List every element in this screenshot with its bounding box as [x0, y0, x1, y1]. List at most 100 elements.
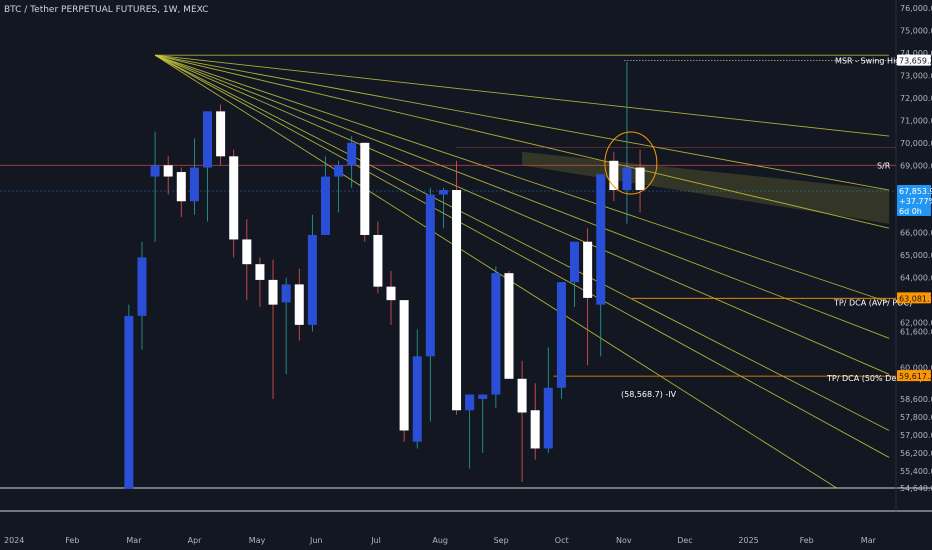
price-badge[interactable]: 73,659.2 — [897, 54, 932, 66]
x-tick-label: Mar — [861, 536, 877, 545]
candle[interactable] — [307, 214, 317, 332]
x-tick-label: Sep — [494, 536, 509, 545]
candle[interactable] — [281, 277, 291, 375]
y-tick-label: 76,000.0 — [900, 4, 932, 13]
candle[interactable] — [596, 174, 606, 357]
y-tick-label: 72,000.0 — [900, 94, 932, 103]
price-badge[interactable]: 59,617.2 — [897, 370, 932, 382]
x-tick-label: Oct — [555, 536, 569, 545]
price-badge[interactable]: 67,853.9+37.77%6d 0h — [897, 185, 932, 217]
candle[interactable] — [465, 394, 475, 469]
candle-body — [465, 394, 475, 411]
fan-line — [154, 54, 890, 229]
candle[interactable] — [203, 111, 213, 222]
candle[interactable] — [622, 61, 632, 224]
y-tick-label: 62,000.0 — [900, 319, 932, 328]
x-axis[interactable]: 2024 Feb Mar Apr May Jun Jul Aug Sep Oct Nov Dec 202… — [4, 536, 877, 545]
candle-body — [347, 142, 357, 166]
candle[interactable] — [386, 270, 396, 325]
candles-layer — [124, 61, 645, 489]
candle[interactable] — [347, 136, 357, 188]
y-tick-label: 73,000.0 — [900, 71, 932, 80]
y-axis[interactable]: 76,000.0 75,000.0 74,000.0 73,000.0 72,000.0… — [897, 4, 932, 493]
candle[interactable] — [176, 167, 186, 217]
candle-body — [609, 160, 619, 191]
grid-layer — [0, 0, 932, 512]
measure-label: (58,568.7) -IV — [621, 390, 677, 399]
candle-body — [320, 176, 330, 235]
tp1-label: TP/ DCA (AVP/ POC) — [833, 298, 912, 307]
symbol-title[interactable]: BTC / Tether PERPETUAL FUTURES, 1W, MEXC — [4, 5, 209, 15]
candle-body — [150, 165, 160, 177]
price-badge-bg — [897, 54, 931, 66]
y-tick-label: 65,000.0 — [900, 251, 932, 260]
candle[interactable] — [189, 138, 199, 215]
candle[interactable] — [360, 142, 370, 242]
candle[interactable] — [635, 149, 645, 213]
candle[interactable] — [452, 160, 462, 415]
candle[interactable] — [334, 160, 344, 213]
candle[interactable] — [373, 221, 383, 294]
x-tick-label: 2024 — [4, 536, 24, 545]
candle-body — [556, 282, 566, 388]
candle[interactable] — [609, 151, 619, 202]
candle[interactable] — [517, 360, 527, 483]
candle[interactable] — [491, 266, 501, 408]
price-badge[interactable]: 63,081.7 — [897, 292, 932, 304]
candle[interactable] — [255, 257, 265, 307]
levels-layer — [0, 60, 896, 377]
msr-label: MSR - Swing High — [835, 57, 905, 66]
highlight-circle — [604, 131, 658, 195]
candle-body — [189, 167, 199, 202]
price-badge-value: 67,853.9 — [899, 187, 932, 196]
candle-body — [570, 241, 580, 283]
candle[interactable] — [543, 347, 553, 453]
candle[interactable] — [438, 187, 448, 229]
candle[interactable] — [583, 228, 593, 366]
candle[interactable] — [294, 268, 304, 341]
fan-line — [154, 54, 890, 339]
candle[interactable] — [412, 329, 422, 449]
price-badge-value: 59,617.2 — [899, 372, 932, 381]
x-tick-label: Mar — [126, 536, 142, 545]
candle-body — [399, 300, 409, 431]
candle[interactable] — [320, 156, 330, 235]
candle[interactable] — [399, 300, 409, 442]
candle[interactable] — [242, 219, 252, 301]
candle[interactable] — [137, 241, 147, 350]
price-badge-value: 63,081.7 — [899, 294, 932, 303]
fan-line — [154, 54, 890, 375]
candle[interactable] — [425, 187, 435, 422]
candle[interactable] — [163, 156, 173, 195]
candle-body — [307, 234, 317, 325]
y-tick-label: 54,640.0 — [900, 484, 932, 493]
price-badge-value: 73,659.2 — [899, 57, 932, 66]
y-tick-label: 64,000.0 — [900, 274, 932, 283]
candle-body — [242, 239, 252, 265]
candle[interactable] — [268, 259, 278, 400]
fan-line — [155, 54, 890, 137]
candle[interactable] — [556, 282, 566, 400]
candle[interactable] — [150, 131, 160, 242]
candle[interactable] — [504, 270, 514, 379]
candle-body — [334, 165, 344, 177]
candle[interactable] — [124, 304, 134, 489]
candle-body — [176, 172, 186, 202]
candle-body — [517, 378, 527, 413]
y-tick-label: 57,000.0 — [900, 431, 932, 440]
candle[interactable] — [478, 394, 488, 453]
candle-body — [163, 165, 173, 177]
candle-body — [543, 387, 553, 449]
candle-body — [137, 257, 147, 316]
candle[interactable] — [570, 241, 580, 307]
candle[interactable] — [229, 149, 239, 258]
candle-body — [229, 156, 239, 240]
candle-body — [124, 315, 134, 489]
y-tick-label: 57,800.0 — [900, 413, 932, 422]
fan-line — [154, 54, 890, 191]
candle[interactable] — [530, 383, 540, 460]
candle-body — [491, 273, 501, 395]
candle[interactable] — [216, 104, 226, 166]
annotations-layer: MSR - Swing High S/R TP/ DCA (AVP/ POC) TP/… — [604, 57, 922, 399]
